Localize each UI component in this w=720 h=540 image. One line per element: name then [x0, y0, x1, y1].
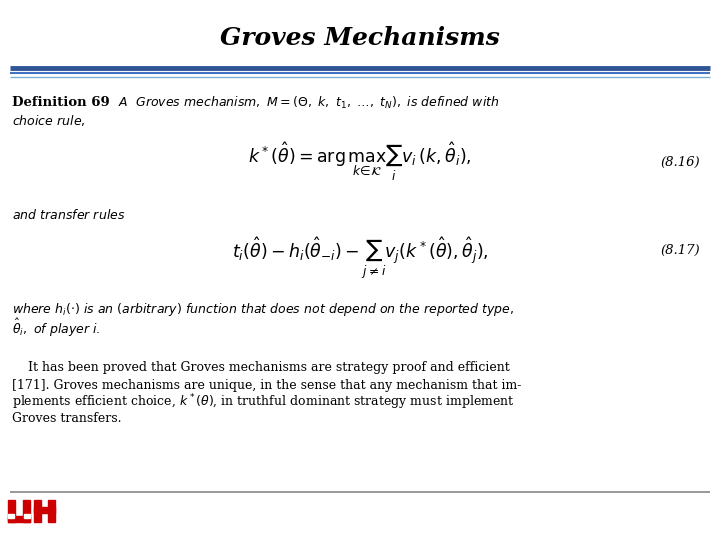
Text: $and\ transfer\ rules$: $and\ transfer\ rules$ [12, 208, 125, 222]
Bar [23, 500, 30, 523]
Text: Groves transfers.: Groves transfers. [12, 413, 122, 426]
Bar [9, 514, 14, 518]
Bar [9, 500, 15, 523]
Text: [171]. Groves mechanisms are unique, in the sense that any mechanism that im-: [171]. Groves mechanisms are unique, in … [12, 379, 521, 392]
Text: It has been proved that Groves mechanisms are strategy proof and efficient: It has been proved that Groves mechanism… [12, 361, 510, 375]
Text: $k^*(\hat{\theta}) = \arg\max_{k \in \mathcal{K}} \sum_{i} v_i(k, \hat{\theta}_i: $k^*(\hat{\theta}) = \arg\max_{k \in \ma… [248, 140, 472, 184]
Text: (8.16): (8.16) [660, 156, 700, 168]
Bar [34, 500, 41, 523]
Text: (8.17): (8.17) [660, 244, 700, 256]
Text: $\hat{\theta}_i,\ of\ player\ i.$: $\hat{\theta}_i,\ of\ player\ i.$ [12, 317, 101, 339]
Text: Definition 69: Definition 69 [12, 97, 109, 110]
Text: $where\ h_i(\cdot)\ is\ an\ (arbitrary)\ function\ that\ does\ not\ depend\ on\ : $where\ h_i(\cdot)\ is\ an\ (arbitrary)\… [12, 301, 514, 319]
Bar [48, 500, 55, 523]
Text: $A\ \ Groves\ mechanism,\ M = (\Theta,\ k,\ t_1,\ \ldots,\ t_N),\ is\ defined\ w: $A\ \ Groves\ mechanism,\ M = (\Theta,\ … [118, 95, 500, 111]
Text: $t_i(\hat{\theta}) - h_i(\hat{\theta}_{-i}) - \sum_{j \neq i} v_j(k^*(\hat{\thet: $t_i(\hat{\theta}) - h_i(\hat{\theta}_{-… [232, 235, 488, 281]
Text: plements efficient choice, $k^*(\theta)$, in truthful dominant strategy must imp: plements efficient choice, $k^*(\theta)$… [12, 392, 515, 412]
Text: $choice\ rule,$: $choice\ rule,$ [12, 113, 86, 129]
Bar [34, 507, 55, 513]
Bar [24, 514, 30, 518]
Text: Groves Mechanisms: Groves Mechanisms [220, 26, 500, 50]
Bar [9, 516, 30, 523]
